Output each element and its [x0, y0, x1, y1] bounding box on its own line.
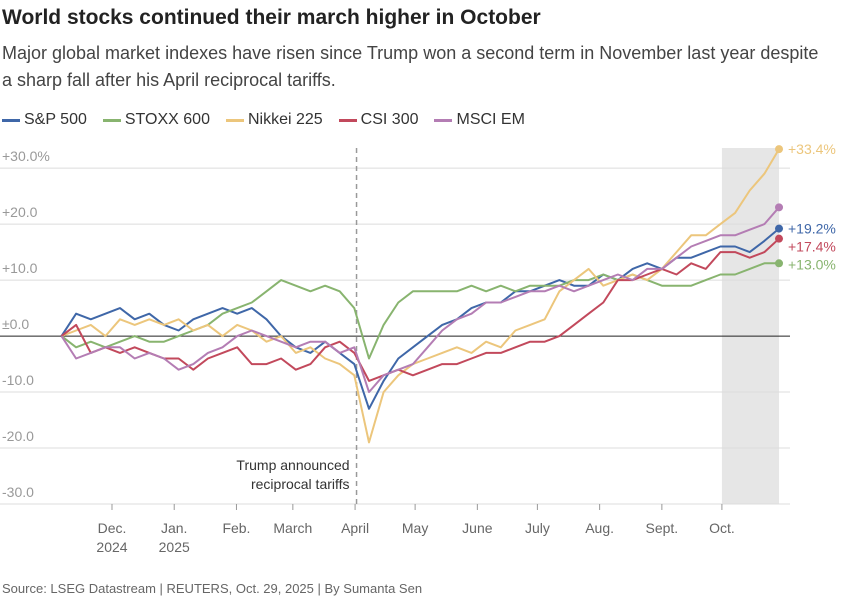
- legend-item: STOXX 600: [102, 111, 210, 129]
- legend-label: MSCI EM: [456, 111, 525, 128]
- legend-item: S&P 500: [2, 111, 87, 129]
- highlight-band: [721, 148, 780, 504]
- chart-title: World stocks continued their march highe…: [2, 6, 541, 29]
- x-tick-label: March: [273, 520, 312, 536]
- end-label: +13.0%: [788, 257, 836, 273]
- x-tick-label: April: [341, 520, 369, 536]
- y-tick-label: -10.0: [2, 372, 34, 388]
- end-dot: [775, 259, 784, 268]
- end-label: +17.4%: [788, 239, 836, 255]
- series-line: [60, 227, 780, 410]
- x-tick-label: July: [525, 520, 550, 536]
- x-tick-label: June: [462, 520, 493, 536]
- legend-swatch: [2, 118, 20, 122]
- legend-label: STOXX 600: [124, 111, 210, 128]
- legend: S&P 500 STOXX 600 Nikkei 225 CSI 300 MSCI EM: [2, 111, 525, 129]
- legend-swatch: [434, 118, 453, 122]
- y-tick-label: +30.0%: [2, 148, 50, 164]
- x-tick-label-line: Dec.: [98, 520, 127, 536]
- legend-label: S&P 500: [24, 111, 87, 128]
- legend-swatch: [102, 118, 121, 122]
- y-tick-label: ±0.0: [2, 316, 29, 332]
- legend-swatch: [338, 118, 357, 122]
- source-note: Source: LSEG Datastream | REUTERS, Oct. …: [2, 581, 423, 596]
- series-line: [60, 237, 780, 382]
- series-line: [61, 148, 780, 444]
- legend-swatch: [225, 118, 244, 122]
- end-dot: [775, 203, 784, 212]
- annotation-line-text: Trump announced: [236, 457, 349, 473]
- series-line: [60, 206, 780, 394]
- end-dot: [775, 224, 784, 233]
- y-tick-label: -20.0: [2, 428, 34, 444]
- x-tick-label: May: [402, 520, 428, 536]
- end-label: +33.4%: [788, 141, 836, 157]
- annotation-text: Trump announced reciprocal tariffs: [236, 457, 349, 492]
- x-tick-label-line: Jan.: [161, 520, 187, 536]
- chart: +30.0% +20.0 +10.0 ±0.0 -10.0 -20.0 -30.0 Dec. 2…: [0, 141, 836, 555]
- legend-item: Nikkei 225: [225, 111, 323, 129]
- x-tick-label-line: 2024: [96, 539, 127, 555]
- legend-item: CSI 300: [338, 111, 419, 129]
- x-tick-label: Sept.: [646, 520, 679, 536]
- x-tick-label: Jan. 2025: [159, 520, 190, 555]
- end-dot: [775, 234, 784, 243]
- chart-subtitle: Major global market indexes have risen s…: [2, 43, 819, 90]
- annotation-line-text: reciprocal tariffs: [251, 476, 350, 492]
- x-tick-label: Feb.: [222, 520, 250, 536]
- legend-item: MSCI EM: [434, 111, 525, 129]
- x-tick-label-line: 2025: [159, 539, 190, 555]
- x-tick-label: Dec. 2024: [96, 520, 127, 555]
- x-tick-label: Oct.: [709, 520, 735, 536]
- y-tick-label: +10.0: [2, 260, 38, 276]
- end-label: +19.2%: [788, 221, 836, 237]
- legend-label: CSI 300: [360, 111, 419, 128]
- end-dot: [775, 145, 784, 154]
- series-line: [60, 262, 779, 360]
- legend-label: Nikkei 225: [247, 111, 323, 128]
- y-tick-label: +20.0: [2, 204, 38, 220]
- y-tick-label: -30.0: [2, 484, 34, 500]
- x-tick-label: Aug.: [585, 520, 614, 536]
